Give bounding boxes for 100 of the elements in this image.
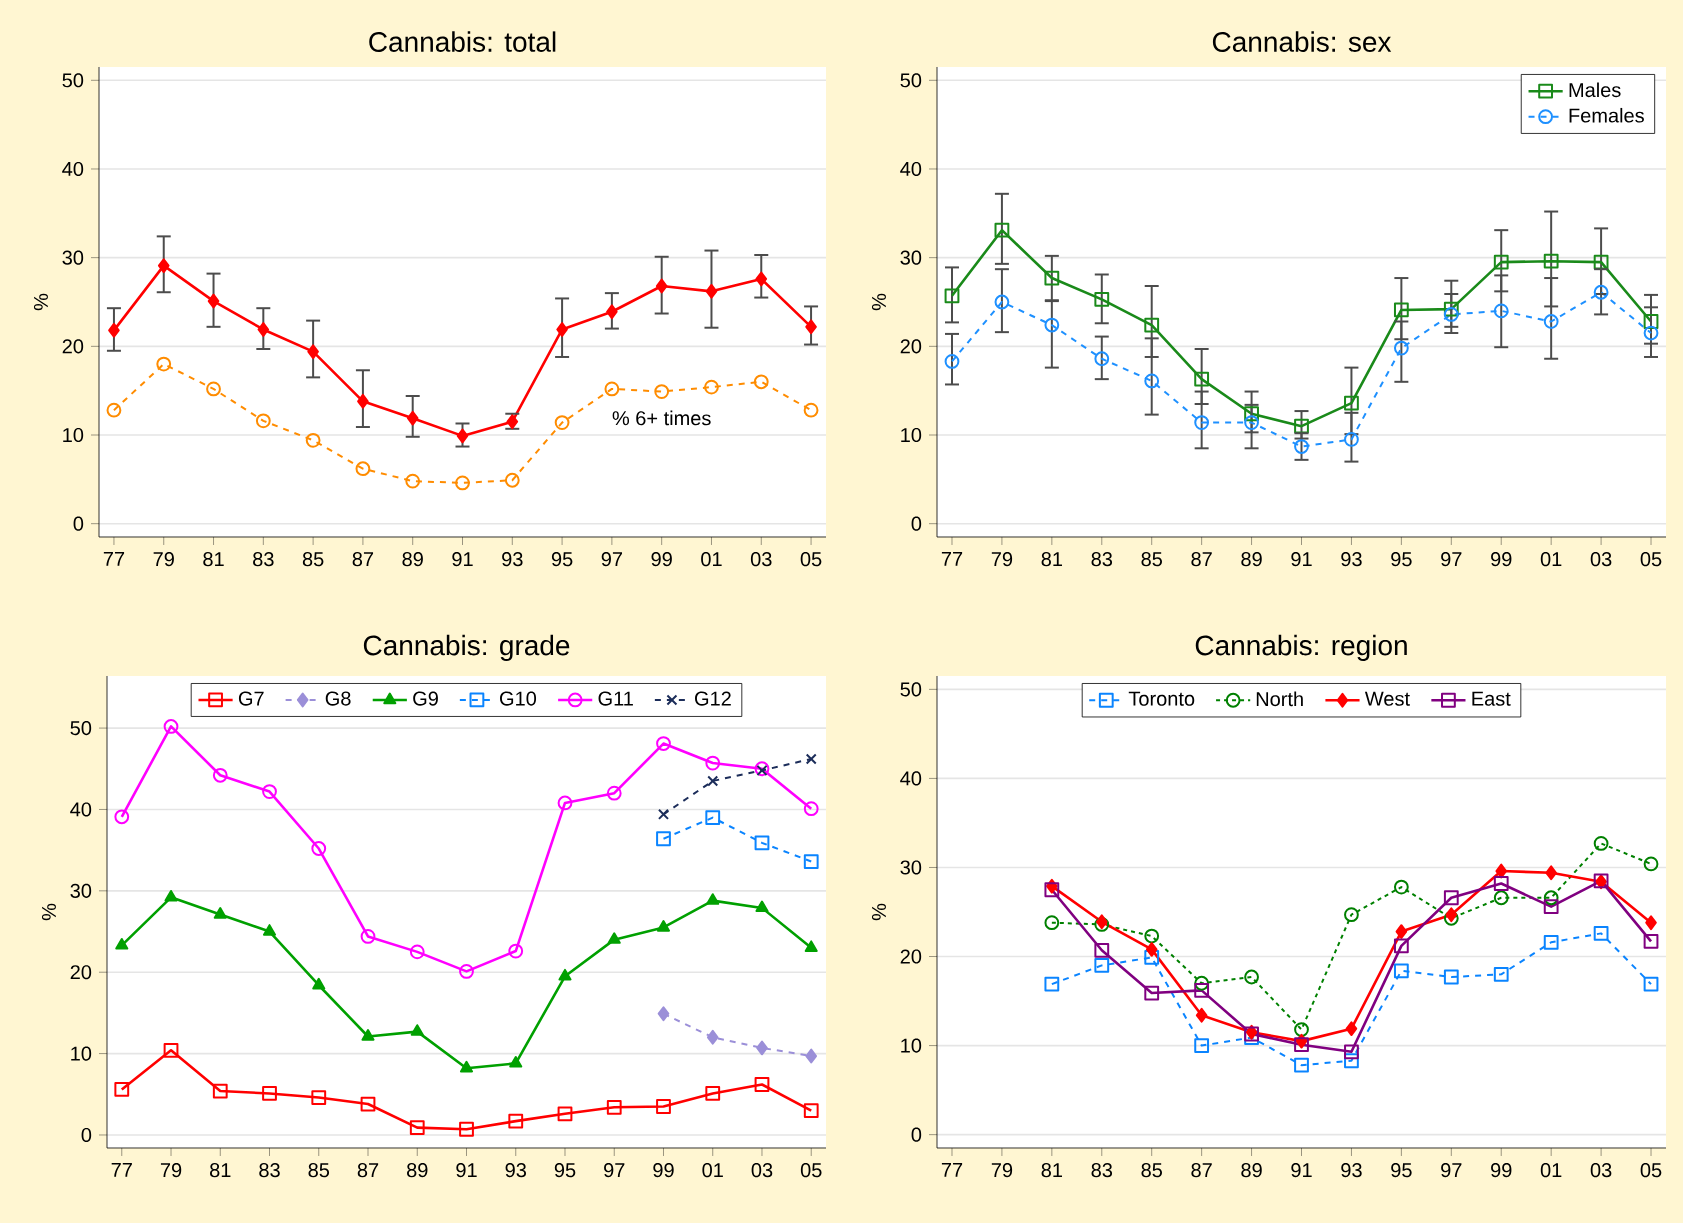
point <box>213 907 227 919</box>
x-tick-label: 03 <box>751 1163 773 1178</box>
point <box>312 977 326 990</box>
y-axis-title: % <box>871 293 886 311</box>
point <box>705 810 721 825</box>
point <box>1244 406 1259 422</box>
point <box>357 393 369 409</box>
point <box>1393 302 1409 318</box>
point <box>805 319 817 335</box>
point <box>1094 351 1110 367</box>
point <box>156 356 172 372</box>
x-tick-label: 01 <box>701 552 722 567</box>
point <box>1195 1007 1208 1023</box>
legend-label: G11 <box>598 691 633 706</box>
point <box>606 785 622 801</box>
point <box>656 920 671 932</box>
point <box>803 1103 819 1118</box>
point <box>1593 254 1609 270</box>
point <box>1144 373 1160 389</box>
point <box>1094 942 1110 958</box>
y-tick-label: 40 <box>900 161 922 177</box>
x-tick-label: 81 <box>1041 1163 1063 1178</box>
point <box>1194 1038 1210 1053</box>
x-tick-label: 97 <box>1441 552 1462 567</box>
x-tick-label: 81 <box>1041 552 1063 567</box>
point <box>163 1042 179 1058</box>
point <box>1294 1037 1309 1053</box>
y-tick-label: 30 <box>900 860 922 875</box>
point <box>504 472 520 488</box>
point <box>1294 1057 1309 1073</box>
point <box>705 1086 721 1101</box>
y-tick-label: 10 <box>901 1038 922 1053</box>
point <box>410 1024 424 1036</box>
y-tick-label: 20 <box>70 965 92 980</box>
point <box>255 413 271 429</box>
chart-title: Cannabis: total <box>369 31 556 52</box>
x-tick-label: 85 <box>1141 1163 1162 1178</box>
x-tick-label: 91 <box>1291 1163 1312 1178</box>
point <box>803 801 819 817</box>
y-tick-label: 20 <box>900 339 922 354</box>
point <box>1443 301 1459 317</box>
point <box>655 278 668 294</box>
legend-label: Females <box>1569 107 1644 123</box>
chart-title: Cannabis: grade <box>363 634 570 661</box>
y-tick-label: 30 <box>900 250 922 265</box>
y-tick-label: 10 <box>901 427 922 443</box>
x-tick-label: 95 <box>1391 1163 1412 1178</box>
x-tick-label: 01 <box>1540 552 1562 567</box>
point <box>1094 958 1110 973</box>
point <box>1044 317 1060 333</box>
x-tick-label: 79 <box>991 1163 1013 1178</box>
point <box>1144 985 1160 1001</box>
y-tick-label: 50 <box>900 682 922 697</box>
y-tick-label: 50 <box>62 73 84 88</box>
point <box>459 964 474 979</box>
x-tick-label: 79 <box>991 552 1013 567</box>
x-tick-label: 87 <box>352 552 374 567</box>
point <box>1543 934 1559 950</box>
point <box>1393 340 1409 356</box>
x-tick-label: 77 <box>941 1163 963 1177</box>
point <box>1543 314 1559 329</box>
point <box>509 1055 523 1068</box>
x-tick-label: 83 <box>1091 552 1113 567</box>
point <box>106 402 122 418</box>
x-tick-label: 89 <box>1241 552 1262 567</box>
point <box>311 1090 327 1105</box>
point <box>262 784 277 799</box>
point <box>994 294 1010 310</box>
point <box>755 271 768 287</box>
point <box>1244 415 1259 430</box>
point <box>1144 317 1160 333</box>
point <box>656 736 671 751</box>
point <box>1144 928 1160 944</box>
point <box>459 1060 474 1073</box>
x-tick-label: 87 <box>1191 552 1212 567</box>
x-tick-label: 91 <box>452 552 473 567</box>
x-tick-label: 83 <box>1091 1163 1113 1178</box>
legend-label: G8 <box>325 691 351 706</box>
point <box>756 1040 768 1056</box>
point <box>1643 314 1659 329</box>
y-tick-label: 40 <box>900 771 922 786</box>
point <box>207 293 220 309</box>
x-tick-label: 01 <box>702 1163 723 1178</box>
y-tick-label: 0 <box>911 516 922 531</box>
point <box>1543 890 1559 906</box>
point <box>1393 879 1409 895</box>
x-tick-label: 03 <box>1590 1163 1612 1178</box>
y-axis-title: % <box>41 903 56 921</box>
y-tick-label: 0 <box>81 1127 92 1143</box>
point <box>1345 1021 1358 1037</box>
y-tick-label: 0 <box>73 516 84 531</box>
point <box>557 795 573 811</box>
point <box>164 889 178 902</box>
y-tick-label: 40 <box>70 802 92 817</box>
x-tick-label: 89 <box>407 1163 428 1178</box>
point <box>1344 1044 1359 1060</box>
legend-label: G12 <box>695 691 731 706</box>
point <box>1194 415 1210 430</box>
point <box>1643 856 1659 872</box>
point <box>455 475 470 491</box>
